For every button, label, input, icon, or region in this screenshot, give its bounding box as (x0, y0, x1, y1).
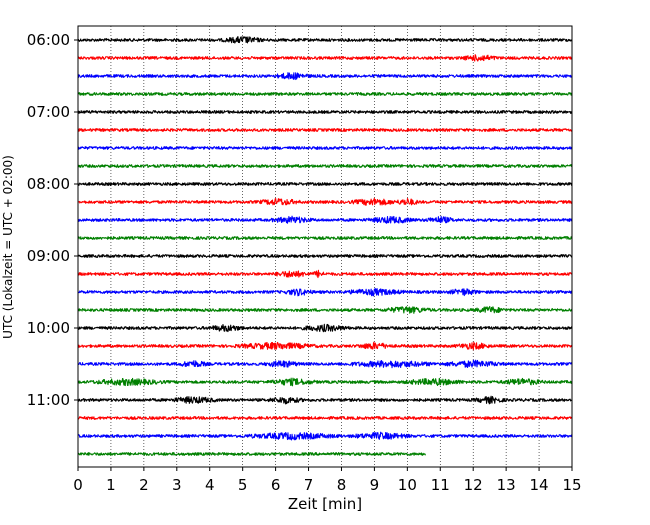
x-tick-label: 2 (139, 476, 149, 494)
x-tick-label: 8 (337, 476, 347, 494)
x-tick-label: 11 (431, 476, 450, 494)
x-tick-label: 4 (205, 476, 215, 494)
x-axis: 0 1 2 3 4 5 6 7 8 9 10 11 12 13 14 15 (73, 467, 582, 494)
x-tick-label: 12 (464, 476, 483, 494)
y-axis-title: UTC (Lokalzeit = UTC + 02:00) (1, 155, 15, 339)
y-tick-label: 11:00 (27, 391, 70, 409)
seismogram-trace (77, 377, 573, 387)
trace-layer (77, 36, 573, 456)
seismogram-trace (77, 72, 573, 81)
seismogram-trace (77, 359, 573, 369)
x-tick-label: 6 (271, 476, 281, 494)
seismogram-trace (77, 215, 573, 224)
seismogram-trace (77, 54, 573, 62)
plot-frame (77, 25, 573, 468)
y-tick-label: 10:00 (27, 319, 70, 337)
seismogram-trace (77, 128, 573, 132)
y-tick-label: 07:00 (27, 103, 70, 121)
seismogram-trace (77, 395, 573, 405)
x-axis-title: Zeit [min] (288, 495, 362, 513)
seismogram-trace (77, 92, 573, 96)
seismogram-trace (77, 452, 426, 456)
y-tick-label: 06:00 (27, 31, 70, 49)
seismogram-trace (77, 164, 573, 168)
x-tick-label: 0 (73, 476, 83, 494)
x-tick-label: 13 (497, 476, 516, 494)
seismogram-trace (77, 182, 573, 186)
y-tick-label: 08:00 (27, 175, 70, 193)
seismogram-trace (77, 110, 573, 114)
seismogram-trace (77, 254, 573, 258)
x-tick-label: 14 (530, 476, 549, 494)
x-tick-label: 9 (370, 476, 380, 494)
seismogram-trace (77, 269, 573, 279)
y-tick-label: 09:00 (27, 247, 70, 265)
seismogram-trace (77, 197, 573, 206)
x-tick-label: 7 (304, 476, 314, 494)
x-tick-label: 15 (562, 476, 581, 494)
y-axis: 06:00 07:00 08:00 09:00 10:00 11:00 (27, 31, 78, 409)
seismogram-trace (77, 431, 573, 441)
x-tick-label: 10 (398, 476, 417, 494)
seismogram-trace (77, 36, 573, 44)
x-tick-label: 1 (106, 476, 116, 494)
seismogram-trace (77, 341, 573, 351)
seismogram-trace (77, 287, 573, 297)
seismogram-trace (77, 323, 573, 333)
seismogram-trace (77, 146, 573, 150)
x-tick-label: 5 (238, 476, 248, 494)
seismogram-trace (77, 236, 573, 240)
x-tick-label: 3 (172, 476, 182, 494)
seismogram-trace (77, 416, 573, 420)
seismogram-trace (77, 305, 573, 314)
